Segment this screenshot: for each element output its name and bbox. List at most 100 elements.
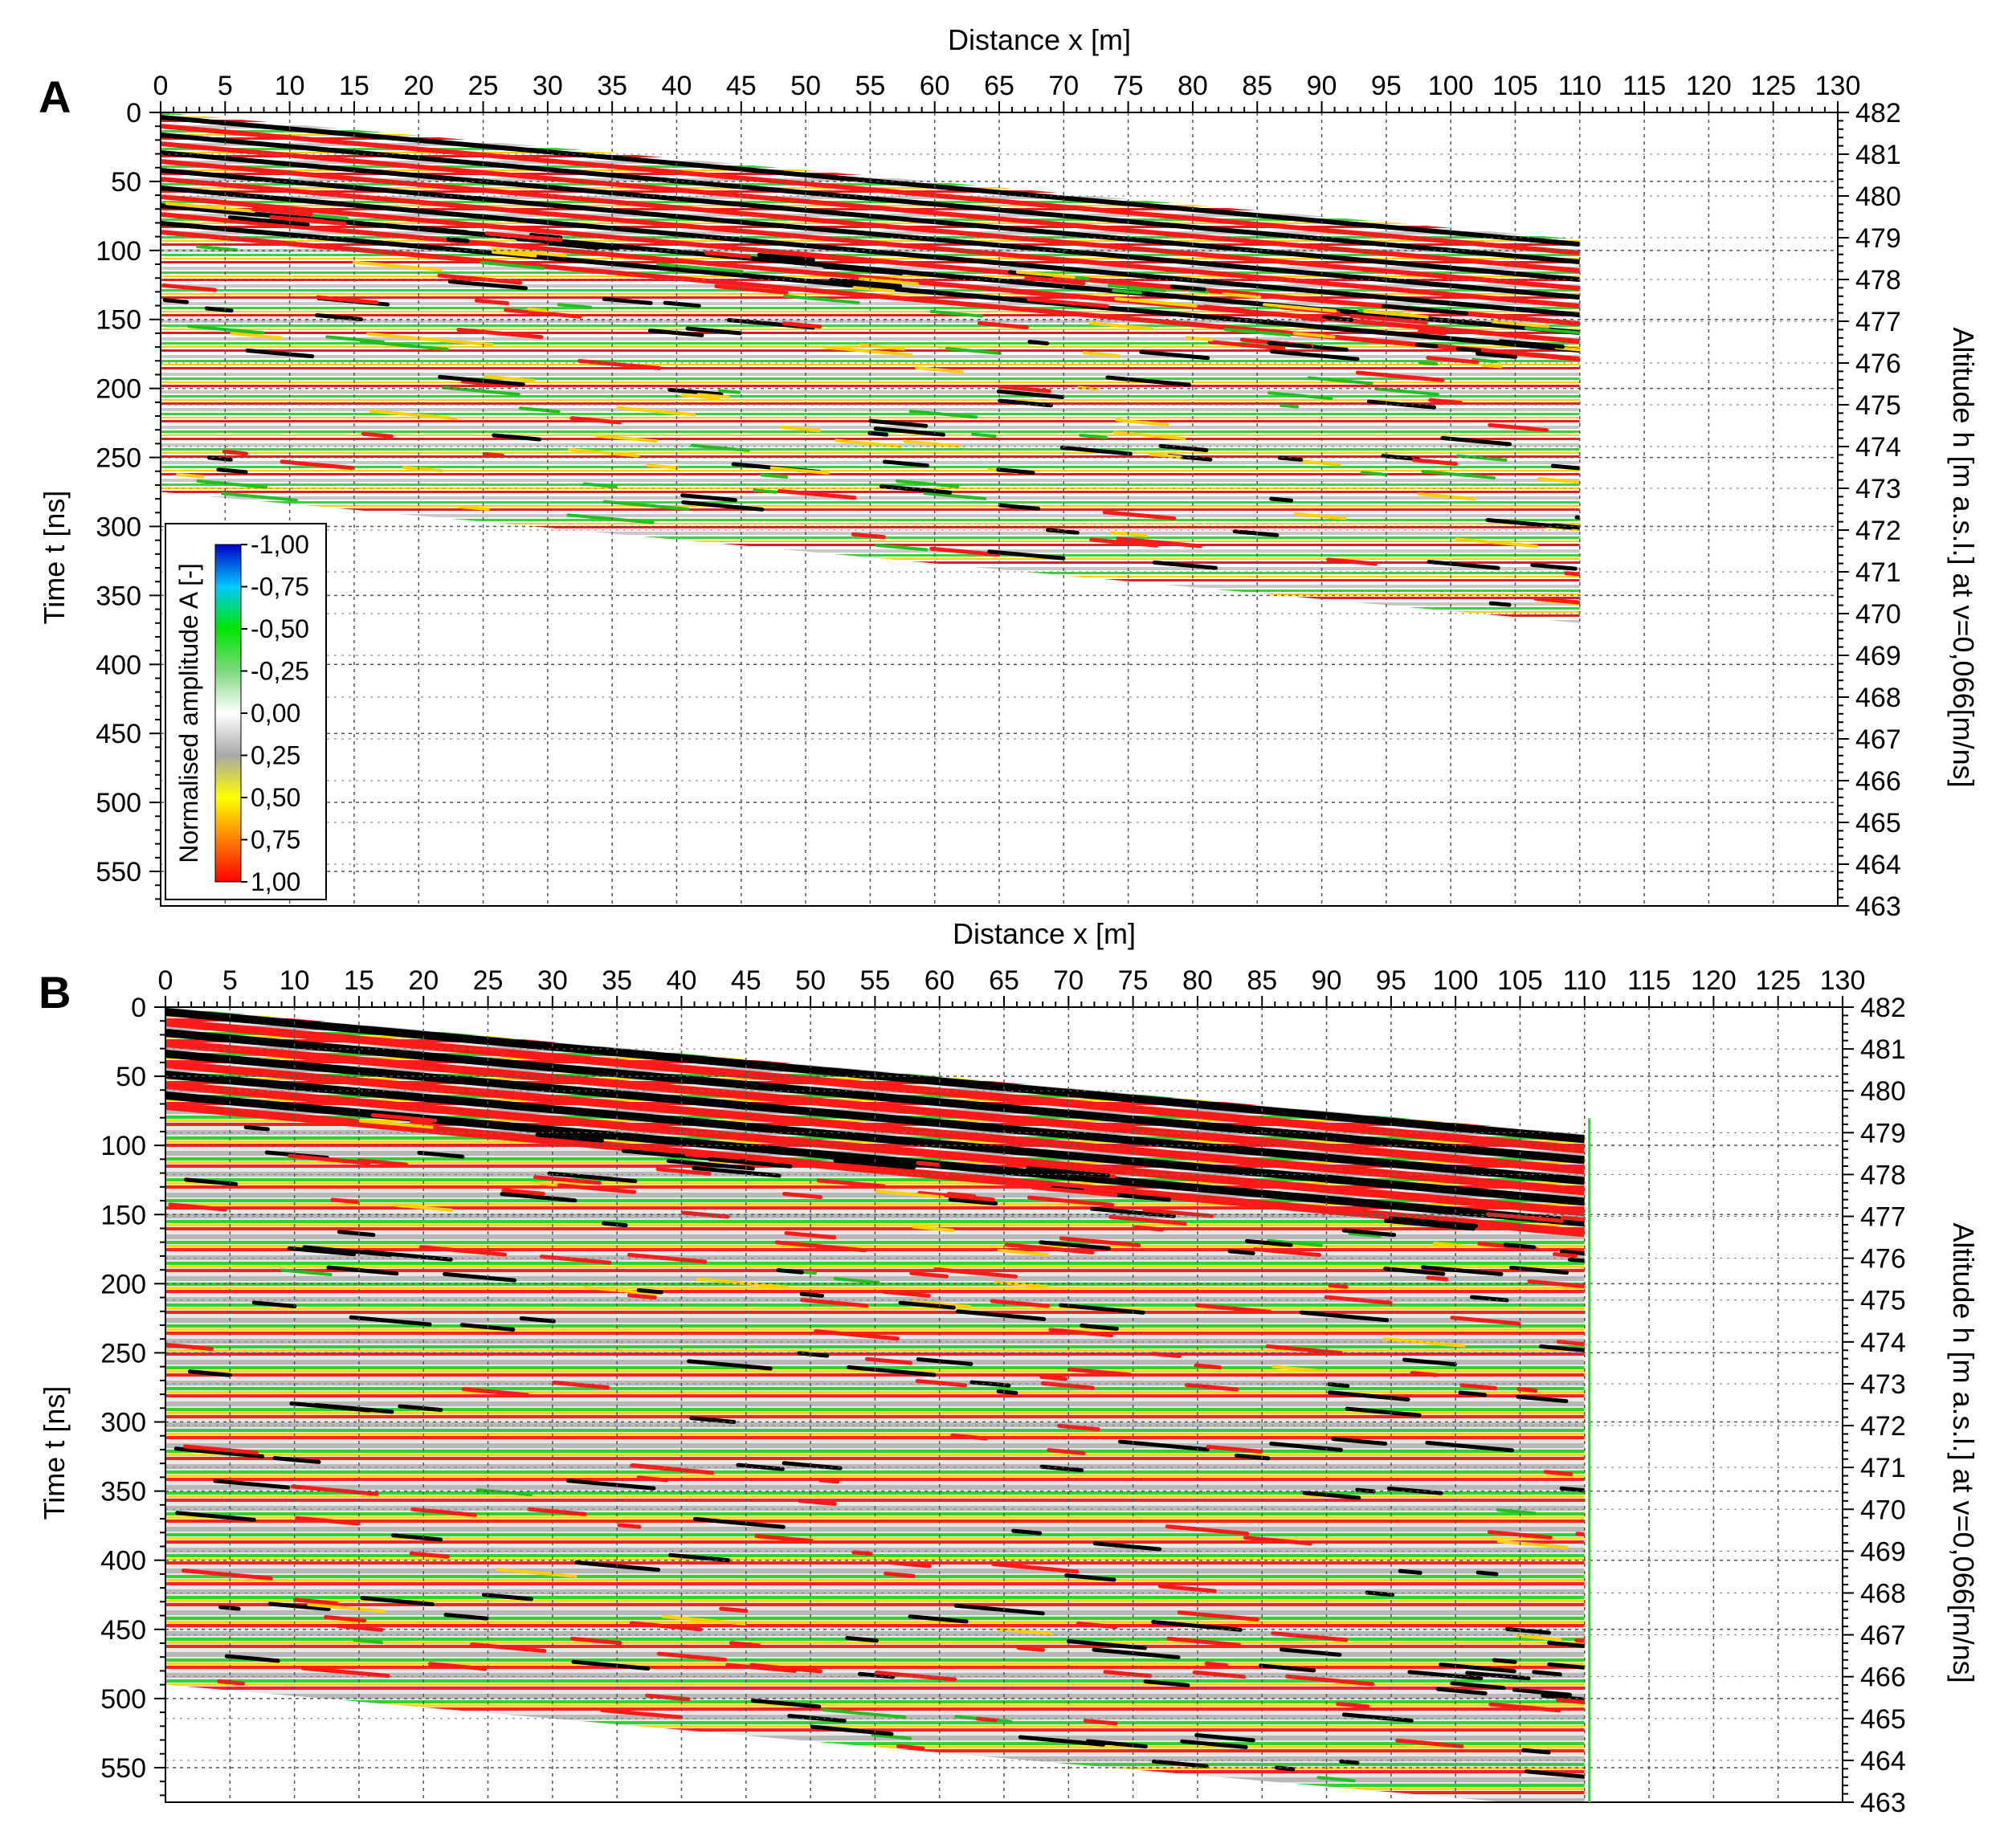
panel-b-reflector xyxy=(871,1733,912,1740)
panel-a: 0 5 10 15 20 25 30 35 40 45 50 55 60 65 70 75 80 85 90 95 10… xyxy=(38,23,1980,922)
panel-a-reflector xyxy=(782,294,860,304)
panel-a-reflector xyxy=(987,549,1066,561)
panel-a-reflector xyxy=(361,431,394,439)
panel-a-reflector xyxy=(996,389,1065,399)
panel-b-reflector xyxy=(1057,1423,1100,1432)
panel-a-x-tick-label: 35 xyxy=(597,71,627,101)
panel-a-reflector xyxy=(822,345,913,357)
panel-b-reflector xyxy=(636,1287,664,1295)
panel-b-reflector xyxy=(1157,1584,1217,1593)
panel-b-y2-tick-label: 477 xyxy=(1860,1202,1906,1233)
panel-b-reflector xyxy=(443,1271,517,1283)
panel-b-reflector xyxy=(1271,1631,1349,1642)
panel-a-reflector xyxy=(879,484,953,495)
panel-b-reflector xyxy=(1543,1470,1574,1477)
panel-a-reflector xyxy=(1381,454,1421,462)
panel-b-y2-tick-label: 469 xyxy=(1860,1536,1906,1567)
panel-b-y2-tick-label: 464 xyxy=(1860,1746,1906,1777)
panel-a-y2-tick-label: 466 xyxy=(1855,766,1901,797)
panel-a-reflector xyxy=(165,202,255,214)
panel-b-reflector xyxy=(336,1624,384,1632)
panel-a-reflector xyxy=(929,309,984,318)
panel-b-reflector xyxy=(1192,1670,1247,1679)
panel-b-x-tick-label: 85 xyxy=(1247,965,1277,996)
panel-b-reflector xyxy=(294,1516,361,1526)
panel-a-y2-tick-label: 480 xyxy=(1855,182,1901,212)
colorbar-title: Normalised amplitude A [-] xyxy=(174,563,203,863)
panel-b-x-tick-label: 115 xyxy=(1627,965,1671,996)
panel-b-reflector xyxy=(1258,1663,1316,1673)
panel-a-reflector xyxy=(230,332,283,340)
panel-a-reflector xyxy=(280,459,354,471)
panel-a-reflector xyxy=(1263,303,1337,313)
panel-b-reflector xyxy=(798,1499,837,1507)
panel-a-reflector xyxy=(1024,275,1086,286)
panel-b-reflector xyxy=(687,1359,773,1371)
panel-a-reflector xyxy=(780,425,821,433)
panel-b-reflector xyxy=(1560,1215,1585,1226)
panel-b-reflector xyxy=(1521,1748,1551,1755)
panel-b-reflector xyxy=(602,1221,628,1228)
panel-b-reflector xyxy=(1048,1328,1114,1338)
panel-a-y2-axis: 482 481 480 479 478 477 476 475 474 473 472 471 470 4… xyxy=(1838,98,1980,922)
panel-a-reflector xyxy=(1293,512,1347,520)
panel-a-y-tick-label: 500 xyxy=(96,788,141,818)
panel-b-reflector xyxy=(1243,1536,1312,1546)
panel-b-y-tick-label: 150 xyxy=(100,1200,146,1230)
panel-a-reflector xyxy=(873,426,946,437)
panel-b-reflector xyxy=(1204,1661,1229,1668)
panel-a-reflector xyxy=(1417,328,1447,336)
panel-b-reflector xyxy=(1194,1733,1255,1743)
panel-b-reflector xyxy=(1269,1442,1344,1452)
panel-a-x-tick-label: 125 xyxy=(1750,71,1796,101)
panel-a-reflector xyxy=(568,447,640,458)
panel-b-reflector xyxy=(1524,1769,1585,1781)
panel-a-reflector xyxy=(480,261,545,270)
panel-a-x-tick-label: 25 xyxy=(468,71,499,101)
panel-b-x-tick-label: 105 xyxy=(1497,965,1543,996)
panel-b-reflector xyxy=(1398,1569,1423,1575)
panel-b-reflector xyxy=(168,1202,227,1212)
panel-a-reflector xyxy=(1046,528,1080,535)
panel-b-reflector xyxy=(330,1197,359,1205)
panel-a-reflector xyxy=(908,410,978,419)
panel-a-x-tick-label: 40 xyxy=(662,71,692,101)
panel-a-y2-axis-title: Altitude h [m a.s.l.] at v=0,066[m/ns] xyxy=(1947,327,1980,787)
panel-b-reflector xyxy=(833,1277,880,1284)
panel-b-reflector xyxy=(1516,1394,1569,1404)
panel-b-reflector xyxy=(1083,1719,1118,1726)
panel-b-y2-tick-label: 475 xyxy=(1860,1286,1906,1316)
panel-a-x-tick-label: 80 xyxy=(1178,71,1208,101)
panel-b-reflector xyxy=(1076,1621,1118,1630)
panel-b-reflector xyxy=(681,1210,730,1219)
panel-b-reflector xyxy=(169,1095,203,1103)
panel-b-x-tick-label: 65 xyxy=(989,965,1019,996)
panel-b-reflector xyxy=(627,1293,657,1300)
panel-a-reflector xyxy=(777,488,857,500)
panel-b-y-tick-label: 100 xyxy=(100,1131,146,1161)
panel-b-y-axis-title: Time t [ns] xyxy=(38,1386,71,1520)
panel-b-y-tick-label: 50 xyxy=(116,1062,146,1092)
panel-b-reflector xyxy=(1316,1776,1356,1783)
panel-b-reflector xyxy=(418,1245,508,1257)
panel-b-reflector xyxy=(1488,1702,1561,1713)
panel-b-reflector xyxy=(1336,1702,1370,1709)
panel-b-reflector xyxy=(539,1254,612,1265)
panel-a-x-tick-label: 30 xyxy=(533,71,563,101)
panel-b-reflector xyxy=(519,1316,556,1324)
panel-b-x-tick-label: 40 xyxy=(667,965,697,996)
colorbar-tick-label: 0,25 xyxy=(251,741,300,770)
panel-b-reflector xyxy=(1365,1590,1395,1597)
panel-b-reflector xyxy=(1180,1739,1248,1749)
panel-b-reflector xyxy=(394,1203,454,1212)
panel-a-reflector xyxy=(945,346,1002,355)
panel-a-reflector xyxy=(1269,496,1294,503)
panel-a-reflector xyxy=(484,231,563,243)
panel-b-reflector xyxy=(1004,1242,1095,1254)
panel-a-reflector xyxy=(161,283,218,292)
panel-a-reflector xyxy=(859,343,906,351)
panel-b-reflector xyxy=(1059,1236,1141,1248)
panel-a-reflector xyxy=(456,504,490,512)
panel-b-reflector xyxy=(814,1329,900,1341)
panel-a-reflector xyxy=(868,418,929,428)
